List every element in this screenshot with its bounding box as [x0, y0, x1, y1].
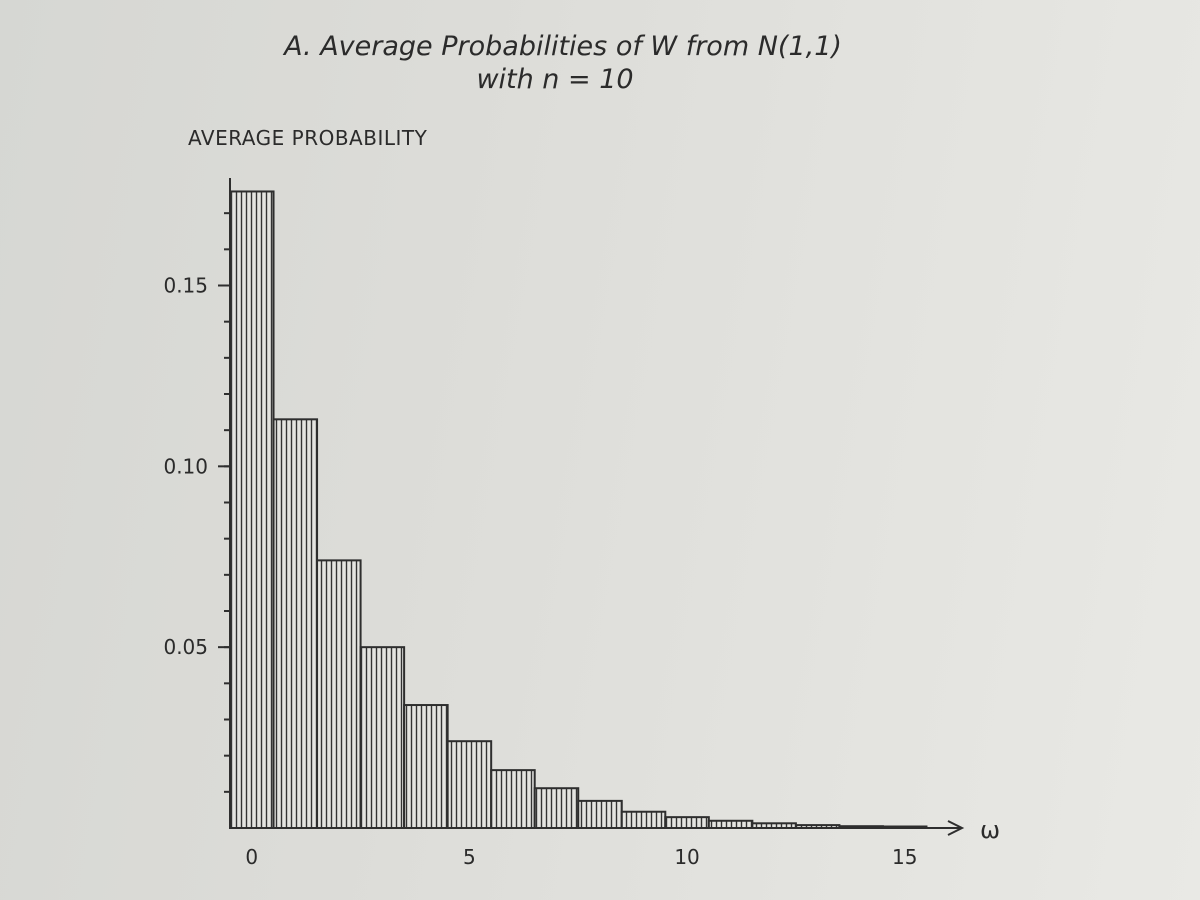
x-axis-arrow — [947, 820, 965, 836]
chart-subtitle: with n = 10 — [476, 64, 633, 95]
bar-8 — [577, 799, 623, 829]
bar-9 — [620, 810, 667, 829]
bar-3 — [359, 646, 406, 830]
tick-labels: 0.05 0.10 0.15 0 5 10 15 — [163, 274, 917, 870]
bar-0 — [229, 190, 275, 829]
x-tick-label: 0 — [245, 845, 258, 869]
chart-title: A. Average Probabilities of W from N(1,1… — [282, 31, 842, 62]
bar-11 — [707, 819, 754, 829]
y-tick-label: 0.15 — [163, 274, 208, 298]
x-tick-label: 15 — [892, 845, 917, 869]
y-tick-label: 0.05 — [163, 635, 208, 659]
axes — [218, 178, 965, 836]
bar-2 — [316, 559, 362, 829]
x-axis-label: ω — [980, 816, 1000, 844]
bar-5 — [446, 740, 493, 830]
bar-7 — [533, 787, 580, 830]
bar-1 — [272, 418, 319, 829]
bars — [229, 190, 928, 830]
y-tick-label: 0.10 — [163, 454, 208, 478]
x-tick-label: 10 — [674, 845, 699, 869]
y-axis-label: AVERAGE PROBABILITY — [188, 126, 428, 150]
bar-4 — [403, 704, 449, 829]
bar-6 — [490, 769, 536, 830]
bar-10 — [664, 816, 710, 830]
x-tick-label: 5 — [463, 845, 476, 869]
